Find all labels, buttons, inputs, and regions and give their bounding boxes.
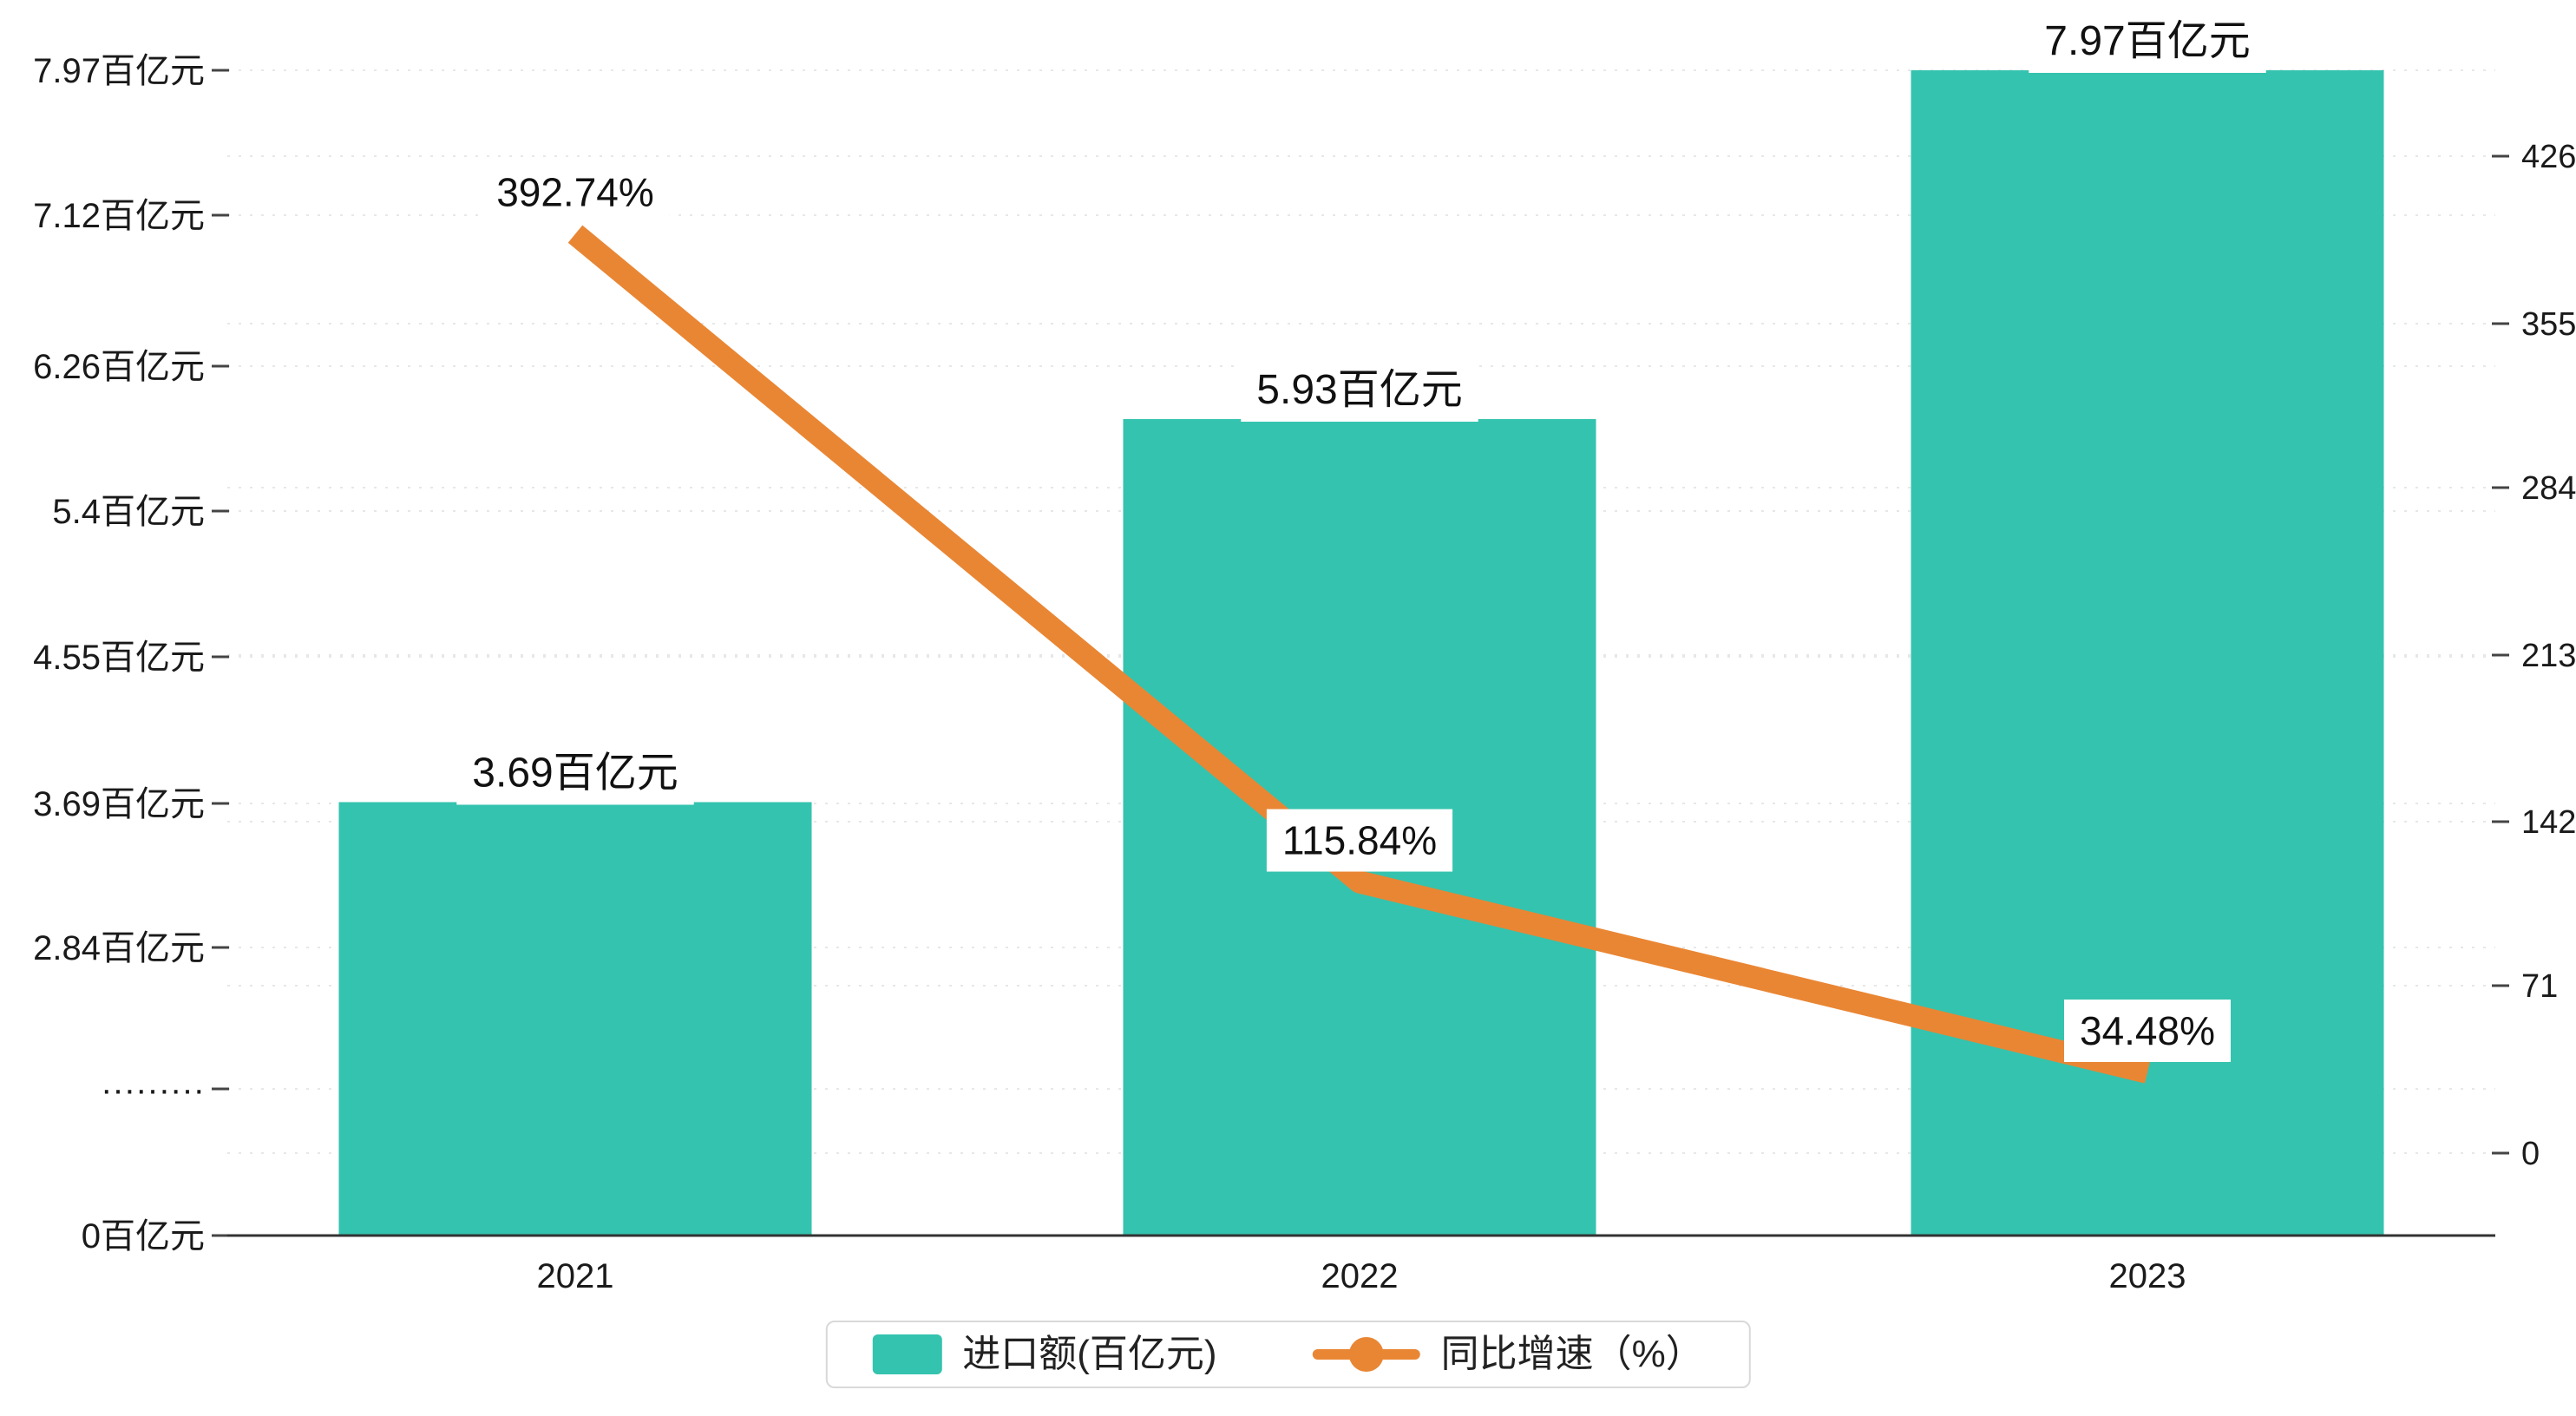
x-axis-label-2022: 2022 — [1321, 1257, 1399, 1295]
legend-item-growth-rate[interactable]: 同比增速（%） — [1312, 1333, 1704, 1375]
left-axis-tick-label: 4.55百亿元 — [33, 639, 205, 677]
right-axis-tick-label: 284 — [2521, 470, 2576, 507]
right-axis-tick-label: 0 — [2521, 1136, 2540, 1172]
growth-rate-label-2023: 34.48% — [2080, 1008, 2215, 1053]
legend: 进口额(百亿元) 同比增速（%） — [825, 1321, 1751, 1388]
left-axis-tick-label: ········· — [101, 1071, 205, 1109]
right-axis-tick-label: 355 — [2521, 306, 2576, 343]
left-axis-tick-label: 6.26百亿元 — [33, 348, 205, 386]
bar-value-label-2021-background — [456, 741, 694, 805]
line-series-label: 同比增速（%） — [1440, 1333, 1704, 1375]
left-axis-tick-label: 3.69百亿元 — [33, 785, 205, 823]
bar-value-label-2022-background — [1241, 358, 1478, 423]
left-axis-tick-label: 7.12百亿元 — [33, 197, 205, 235]
bar-value-label-2022: 5.93百亿元 — [1256, 367, 1462, 413]
right-axis-tick-label: 426 — [2521, 139, 2576, 175]
growth-rate-label-2022-background — [1266, 809, 1453, 872]
bar-value-label-2023-background — [2029, 9, 2266, 73]
left-axis-tick-label: 5.4百亿元 — [52, 493, 205, 531]
bar-value-label-2023: 7.97百亿元 — [2044, 18, 2250, 64]
growth-rate-label-2023-background — [2063, 1000, 2232, 1063]
right-axis-tick-label: 142 — [2521, 804, 2576, 841]
growth-rate-label-2022: 115.84% — [1282, 818, 1437, 863]
growth-rate-label-2021-background — [481, 161, 670, 224]
growth-rate-label-2021: 392.74% — [496, 170, 654, 215]
left-axis-tick-label: 2.84百亿元 — [33, 929, 205, 967]
legend-item-import-value[interactable]: 进口额(百亿元) — [872, 1333, 1217, 1375]
left-axis-tick-label: 7.97百亿元 — [33, 52, 205, 90]
left-axis-tick-label: 0百亿元 — [82, 1217, 205, 1255]
line-series-marker-icon — [1312, 1334, 1420, 1374]
bar-series-label: 进口额(百亿元) — [962, 1333, 1217, 1375]
bar-series-swatch-icon — [872, 1334, 942, 1374]
x-axis-label-2023: 2023 — [2109, 1257, 2186, 1295]
bar-value-label-2021: 3.69百亿元 — [472, 750, 678, 796]
right-axis-tick-label: 213 — [2521, 638, 2576, 674]
x-axis-label-2021: 2021 — [537, 1257, 614, 1295]
growth-rate-line[interactable] — [567, 225, 2151, 1084]
bar-2021[interactable] — [338, 802, 812, 1236]
right-axis-tick-label: 71 — [2521, 968, 2558, 1005]
